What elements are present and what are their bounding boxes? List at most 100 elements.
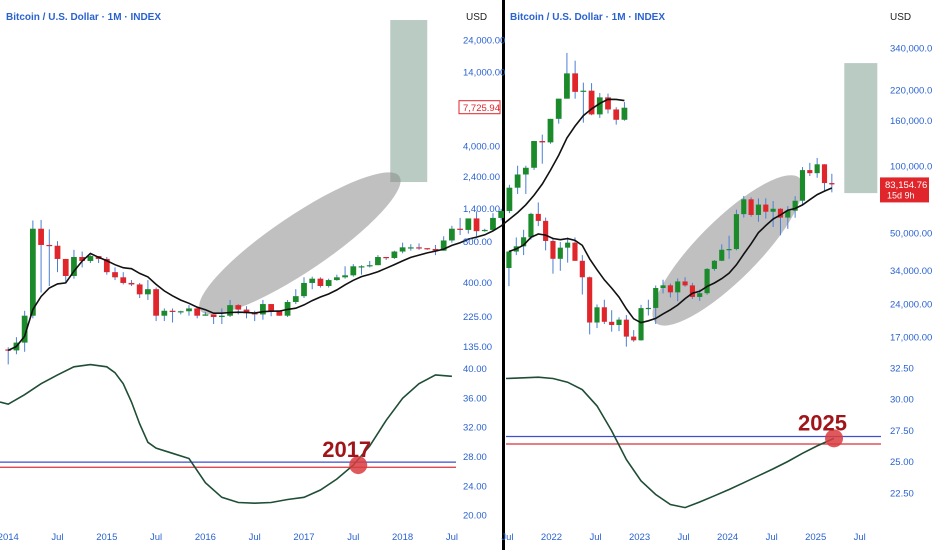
candle-body <box>799 170 806 201</box>
candle-body <box>748 199 754 215</box>
osc-tick-label: 22.50 <box>890 488 914 499</box>
crossing-marker <box>349 456 368 475</box>
candle-body <box>623 319 629 337</box>
candle-body <box>136 284 143 295</box>
right-currency-label[interactable]: USD <box>890 12 911 23</box>
left-currency-label[interactable]: USD <box>466 12 487 23</box>
time-tick-label: Jul <box>51 532 63 543</box>
candle-body <box>301 282 307 297</box>
candle-body <box>506 251 512 268</box>
candle-body <box>653 288 659 308</box>
candle-body <box>770 208 776 212</box>
right-time-axis[interactable]: Jul 2022 Jul 2023 Jul 2024 Jul 2025 Jul <box>501 532 865 543</box>
candle-body <box>333 277 340 281</box>
candle-body <box>342 275 348 278</box>
candle-body <box>350 266 357 276</box>
right-price-axis[interactable]: 340,000.00 220,000.00 160,000.00 100,000.00… <box>890 43 932 343</box>
moving-average-line <box>7 98 625 352</box>
candle-body <box>741 199 747 215</box>
candle-body <box>243 309 250 314</box>
right-marker-year-label: 2025 <box>798 410 847 435</box>
price-tick-label: 34,000.00 <box>890 266 932 277</box>
candle-body <box>325 280 332 286</box>
trend-ellipse <box>199 172 401 315</box>
candle-body <box>565 242 571 248</box>
candle-body <box>522 167 529 175</box>
price-tick-label: 800.00 <box>463 237 492 248</box>
candle-body <box>194 308 201 316</box>
candle-body <box>733 214 739 250</box>
left-price-axis[interactable]: 24,000.00 14,000.00 4,000.00 2,400.00 1,400.… <box>463 36 505 354</box>
right-countdown-label: 15d 9h <box>887 190 915 200</box>
candle-body <box>506 187 513 211</box>
candle-body <box>169 310 176 312</box>
candle-body <box>531 141 537 168</box>
candle-body <box>535 213 541 221</box>
candle-body <box>112 272 118 278</box>
candle-body <box>457 228 463 230</box>
time-tick-label: 2018 <box>392 532 413 543</box>
candle-body <box>62 258 69 276</box>
left-chart-panel[interactable]: Bitcoin / U.S. Dollar · 1M · INDEX USD 2… <box>0 12 628 543</box>
left-last-price-label: 7,725.94 <box>463 103 500 114</box>
left-osc <box>0 363 456 505</box>
candle-body <box>186 308 192 312</box>
candle-body <box>416 247 422 249</box>
time-tick-label: Jul <box>678 532 690 543</box>
right-osc-axis[interactable]: 32.50 30.00 27.50 25.00 22.50 <box>890 363 914 499</box>
left-time-axis[interactable]: 2014 Jul 2015 Jul 2016 Jul 2017 Jul 2018 Jul <box>0 532 458 543</box>
candle-body <box>550 240 556 259</box>
candle-body <box>638 308 644 341</box>
candle-body <box>128 282 135 285</box>
trend-ellipse <box>652 175 803 326</box>
time-tick-label: 2024 <box>717 532 738 543</box>
moving-average-line <box>508 187 833 324</box>
left-marker-year-label: 2017 <box>322 437 371 462</box>
candle-body <box>829 183 835 185</box>
candle-body <box>792 200 798 211</box>
time-tick-label: Jul <box>150 532 162 543</box>
candle-body <box>87 256 94 261</box>
right-chart-panel[interactable]: Bitcoin / U.S. Dollar · 1M · INDEX USD 3… <box>501 12 932 543</box>
oscillator-line <box>0 363 452 505</box>
osc-tick-label: 24.00 <box>463 481 487 492</box>
osc-tick-label: 32.00 <box>463 423 487 434</box>
candle-body <box>145 289 151 295</box>
candle-body <box>675 281 681 293</box>
left-last-price-tag: 7,725.94 <box>458 100 501 115</box>
candle-body <box>547 118 554 143</box>
candle-body <box>465 218 472 230</box>
candle-body <box>103 258 110 273</box>
osc-tick-label: 20.00 <box>463 511 487 522</box>
price-tick-label: 14,000.00 <box>463 68 505 79</box>
candle-body <box>276 310 283 316</box>
left-osc-axis[interactable]: 40.00 36.00 32.00 28.00 24.00 20.00 <box>463 364 487 522</box>
candle-body <box>521 237 527 247</box>
candle-body <box>227 305 233 316</box>
candle-body <box>543 220 549 241</box>
candle-body <box>821 164 828 184</box>
candle-body <box>645 307 651 310</box>
candle-body <box>235 305 242 310</box>
candle-body <box>660 285 666 289</box>
candle-body <box>449 228 455 241</box>
candle-body <box>366 265 373 267</box>
candle-body <box>268 304 275 311</box>
price-tick-label: 225.00 <box>463 312 492 323</box>
candle-body <box>580 90 587 92</box>
price-tick-label: 220,000.00 <box>890 85 932 96</box>
time-tick-label: 2025 <box>805 532 826 543</box>
osc-tick-label: 40.00 <box>463 364 487 375</box>
candle-body <box>407 247 414 249</box>
candle-body <box>564 73 570 99</box>
candle-body <box>594 307 600 323</box>
candle-body <box>572 73 579 92</box>
candle-body <box>309 278 316 283</box>
candle-body <box>528 213 534 238</box>
candle-body <box>777 208 784 218</box>
right-chart-title: Bitcoin / U.S. Dollar · 1M · INDEX <box>510 12 665 23</box>
candle-body <box>785 210 791 218</box>
candle-body <box>621 107 628 120</box>
candle-body <box>21 315 28 343</box>
candle-body <box>391 251 398 258</box>
